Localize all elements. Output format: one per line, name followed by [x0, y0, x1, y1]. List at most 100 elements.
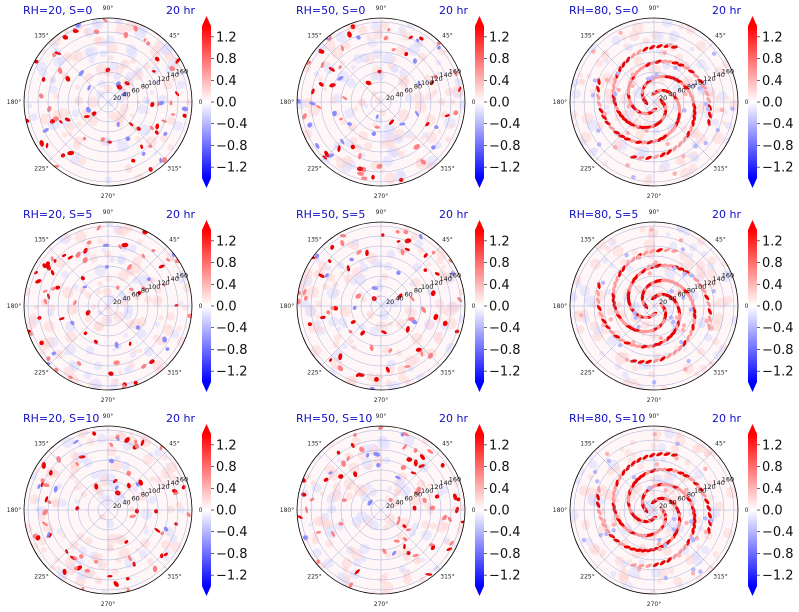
radial-tick-label: 140 [166, 71, 178, 79]
radial-tick-label: 120 [157, 75, 169, 83]
colorbar-tick-label: 0.4 [762, 482, 783, 497]
colorbar-tick-label: −1.2 [489, 365, 521, 380]
angle-tick-label: 225° [580, 166, 594, 173]
panel-time-label: 20 hr [439, 4, 468, 17]
radial-tick-label: 160 [722, 475, 734, 483]
panel-time-label: 20 hr [712, 208, 741, 221]
colorbar-tick-label: −1.2 [762, 365, 794, 380]
angle-tick-label: 270° [101, 601, 115, 608]
radial-tick-label: 20 [659, 298, 667, 306]
radial-tick-label: 100 [148, 79, 160, 87]
radial-tick-label: 100 [694, 283, 706, 291]
angle-tick-label: 270° [647, 397, 661, 404]
angle-tick-label: 225° [34, 166, 48, 173]
panel-2: 0°45°90°135°180°225°270°315°204060801001… [273, 0, 539, 204]
angle-tick-label: 90° [376, 5, 387, 12]
panel-title: RH=80, S=5 [569, 208, 639, 221]
polar-frame [296, 425, 466, 595]
colorbar-tick-label: 0.8 [216, 460, 237, 475]
radial-tick-label: 20 [659, 502, 667, 510]
angle-tick-label: 180° [553, 507, 567, 514]
angular-gridlines [297, 426, 465, 594]
radial-tick-label: 160 [176, 271, 188, 279]
angle-tick-label: 315° [440, 166, 454, 173]
colorbar-tick-label: 1.2 [489, 438, 510, 453]
panel-title: RH=20, S=5 [23, 208, 93, 221]
angle-tick-label: 315° [713, 370, 727, 377]
angle-tick-label: 45° [169, 33, 180, 40]
panel-title: RH=50, S=10 [296, 412, 373, 425]
colorbar-tick-label: 1.2 [216, 438, 237, 453]
radial-tick-label: 160 [176, 67, 188, 75]
radial-tick-label: 40 [122, 90, 130, 98]
angle-tick-label: 225° [580, 574, 594, 581]
radial-tick-label: 120 [703, 279, 715, 287]
colorbar-tick-label: 0.0 [489, 96, 510, 111]
angle-tick-label: 270° [101, 193, 115, 200]
radial-tick-label: 140 [166, 275, 178, 283]
radial-tick-label: 80 [141, 287, 149, 295]
radial-tick-label: 100 [148, 487, 160, 495]
radial-tick-label: 120 [157, 279, 169, 287]
colorbar-tick-label: 0.8 [489, 460, 510, 475]
angle-tick-label: 135° [580, 441, 594, 448]
colorbar-tick-label: −0.4 [762, 117, 794, 132]
radial-tick-label: 140 [439, 275, 451, 283]
angle-tick-label: 180° [7, 303, 21, 310]
colorbar-tick-label: 0.4 [216, 278, 237, 293]
radial-tick-label: 140 [166, 479, 178, 487]
radial-tick-label: 20 [386, 94, 394, 102]
angle-tick-label: 225° [307, 166, 321, 173]
angle-tick-label: 45° [442, 237, 453, 244]
angle-tick-label: 180° [280, 507, 294, 514]
angle-tick-label: 315° [167, 370, 181, 377]
radial-tick-label: 40 [668, 498, 676, 506]
panel-9: 0°45°90°135°180°225°270°315°204060801001… [546, 408, 799, 612]
angle-tick-label: 45° [169, 237, 180, 244]
polar-frame [569, 221, 739, 391]
colorbar-tick-label: 0.0 [216, 504, 237, 519]
radial-tick-label: 60 [405, 495, 413, 503]
colorbar-tick-label: −0.8 [216, 343, 248, 358]
colorbar: 1.2 0.8 0.4 0.0 −0.4 −0.8 −1.2 [475, 424, 521, 596]
colorbar-tick-label: 0.8 [489, 52, 510, 67]
panel-title: RH=50, S=0 [296, 4, 366, 17]
angular-gridlines [570, 18, 738, 186]
colorbar: 1.2 0.8 0.4 0.0 −0.4 −0.8 −1.2 [475, 16, 521, 188]
panel-time-label: 20 hr [439, 412, 468, 425]
colorbar-tick-label: −0.4 [489, 321, 521, 336]
colorbar-tick-label: 0.4 [216, 74, 237, 89]
polar-plot: 0°45°90°135°180°225°270°315°204060801001… [553, 413, 794, 608]
angle-tick-label: 225° [307, 370, 321, 377]
panel-6: 0°45°90°135°180°225°270°315°204060801001… [546, 204, 799, 408]
radial-tick-label: 120 [703, 483, 715, 491]
radial-tick-label: 80 [414, 287, 422, 295]
angle-tick-label: 45° [442, 33, 453, 40]
panel-title: RH=20, S=0 [23, 4, 93, 17]
heat-field [570, 426, 738, 594]
colorbar-tick-label: 0.0 [762, 96, 783, 111]
polar-frame [23, 425, 193, 595]
colorbar: 1.2 0.8 0.4 0.0 −0.4 −0.8 −1.2 [748, 424, 794, 596]
radial-tick-label: 80 [687, 287, 695, 295]
colorbar-tick-label: 0.0 [762, 300, 783, 315]
colorbar-tick-label: −0.4 [489, 117, 521, 132]
angle-tick-label: 180° [553, 99, 567, 106]
panel-time-label: 20 hr [166, 208, 195, 221]
angle-tick-label: 90° [103, 413, 114, 420]
radial-tick-label: 100 [694, 79, 706, 87]
radial-tick-label: 40 [668, 294, 676, 302]
radial-tick-label: 60 [132, 495, 140, 503]
polar-plot: 0°45°90°135°180°225°270°315°204060801001… [7, 5, 248, 200]
heat-field [24, 222, 192, 390]
angle-tick-label: 45° [715, 33, 726, 40]
angle-tick-label: 135° [307, 237, 321, 244]
polar-plot: 0°45°90°135°180°225°270°315°204060801001… [280, 209, 521, 404]
radial-tick-label: 60 [678, 291, 686, 299]
colorbar-tick-label: −0.4 [762, 525, 794, 540]
angle-tick-label: 135° [580, 33, 594, 40]
angle-tick-label: 315° [713, 166, 727, 173]
radial-tick-label: 20 [113, 94, 121, 102]
angle-tick-label: 45° [169, 441, 180, 448]
polar-plot: 0°45°90°135°180°225°270°315°204060801001… [7, 209, 248, 404]
